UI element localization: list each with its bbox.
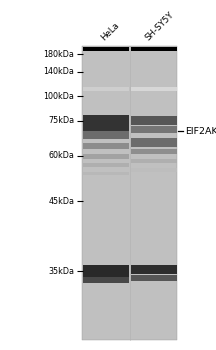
Bar	[83, 265, 129, 276]
Bar	[83, 277, 129, 283]
Text: HeLa: HeLa	[100, 20, 121, 42]
Bar	[82, 46, 177, 340]
Bar	[83, 172, 129, 175]
Bar	[83, 47, 129, 51]
Bar	[131, 275, 177, 281]
Text: 140kDa: 140kDa	[44, 67, 75, 76]
Text: 45kDa: 45kDa	[49, 197, 75, 206]
Text: 100kDa: 100kDa	[44, 92, 75, 101]
Text: 75kDa: 75kDa	[48, 116, 75, 125]
Bar	[83, 87, 129, 91]
Text: 35kDa: 35kDa	[49, 267, 75, 276]
Bar	[83, 116, 129, 131]
Text: SH-SY5Y: SH-SY5Y	[144, 10, 176, 42]
Bar	[131, 159, 177, 163]
Bar	[131, 126, 177, 133]
Bar	[131, 47, 177, 51]
Bar	[131, 138, 177, 147]
Bar	[131, 149, 177, 154]
Bar	[83, 154, 129, 159]
Bar	[131, 116, 177, 125]
Bar	[83, 131, 129, 139]
Text: EIF2AK1: EIF2AK1	[185, 127, 216, 136]
Bar	[83, 163, 129, 167]
Text: 60kDa: 60kDa	[49, 151, 75, 160]
Bar	[131, 87, 177, 91]
Bar	[131, 168, 177, 172]
Text: 180kDa: 180kDa	[44, 50, 75, 59]
Bar	[83, 144, 129, 149]
Bar	[131, 265, 177, 274]
